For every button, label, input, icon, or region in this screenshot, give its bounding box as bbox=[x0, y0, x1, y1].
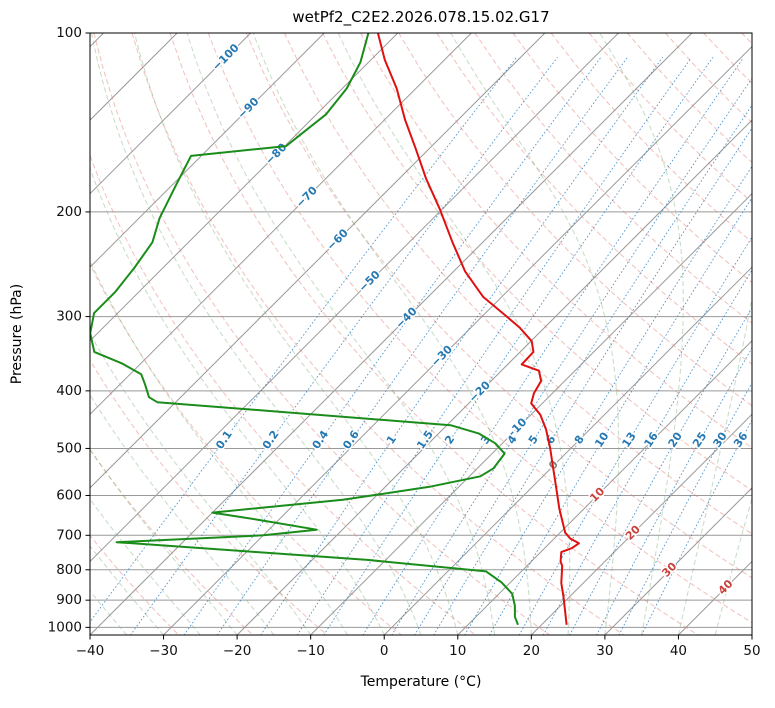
svg-text:20: 20 bbox=[666, 430, 686, 450]
svg-text:50: 50 bbox=[743, 643, 760, 659]
svg-text:700: 700 bbox=[56, 527, 82, 543]
svg-text:900: 900 bbox=[56, 592, 82, 608]
svg-text:5: 5 bbox=[526, 433, 541, 447]
svg-text:200: 200 bbox=[56, 204, 82, 220]
svg-text:600: 600 bbox=[56, 488, 82, 504]
plot-area: −100−90−80−70−60−50−40−30−20−10010203040… bbox=[90, 33, 752, 635]
x-axis-label: Temperature (°C) bbox=[360, 674, 482, 690]
pressure-gridlines bbox=[90, 33, 752, 628]
dry-adiabats bbox=[90, 33, 752, 635]
svg-text:0.4: 0.4 bbox=[310, 428, 332, 452]
temperature-curve bbox=[376, 33, 580, 625]
svg-text:16: 16 bbox=[641, 430, 661, 450]
svg-text:1000: 1000 bbox=[48, 619, 82, 635]
svg-text:20: 20 bbox=[523, 643, 540, 659]
svg-text:30: 30 bbox=[596, 643, 613, 659]
svg-text:800: 800 bbox=[56, 562, 82, 578]
svg-text:13: 13 bbox=[619, 430, 638, 450]
axes-frame: −40 −30 −20 −10 0 10 20 30 40 5010020030040050060… bbox=[48, 25, 761, 659]
svg-text:0.6: 0.6 bbox=[340, 428, 362, 452]
svg-text:−30: −30 bbox=[149, 643, 178, 659]
svg-text:−100: −100 bbox=[210, 41, 242, 73]
svg-text:2: 2 bbox=[442, 433, 457, 447]
svg-text:500: 500 bbox=[56, 440, 82, 456]
svg-text:−40: −40 bbox=[76, 643, 105, 659]
svg-text:40: 40 bbox=[670, 643, 687, 659]
svg-text:25: 25 bbox=[690, 430, 709, 450]
chart-title: wetPf2_C2E2.2026.078.15.02.G17 bbox=[292, 8, 550, 26]
dewpoint-curve bbox=[90, 33, 519, 626]
svg-text:−20: −20 bbox=[223, 643, 252, 659]
svg-text:0: 0 bbox=[380, 643, 389, 659]
svg-text:10: 10 bbox=[449, 643, 466, 659]
moist-adiabats bbox=[90, 33, 752, 635]
svg-text:−10: −10 bbox=[296, 643, 325, 659]
svg-text:100: 100 bbox=[56, 25, 82, 41]
svg-text:300: 300 bbox=[56, 309, 82, 325]
svg-text:6: 6 bbox=[543, 433, 558, 447]
svg-text:10: 10 bbox=[592, 430, 612, 450]
isotherm-lines bbox=[90, 33, 752, 635]
svg-text:30: 30 bbox=[710, 430, 730, 450]
svg-text:400: 400 bbox=[56, 383, 82, 399]
svg-text:30: 30 bbox=[659, 559, 679, 579]
